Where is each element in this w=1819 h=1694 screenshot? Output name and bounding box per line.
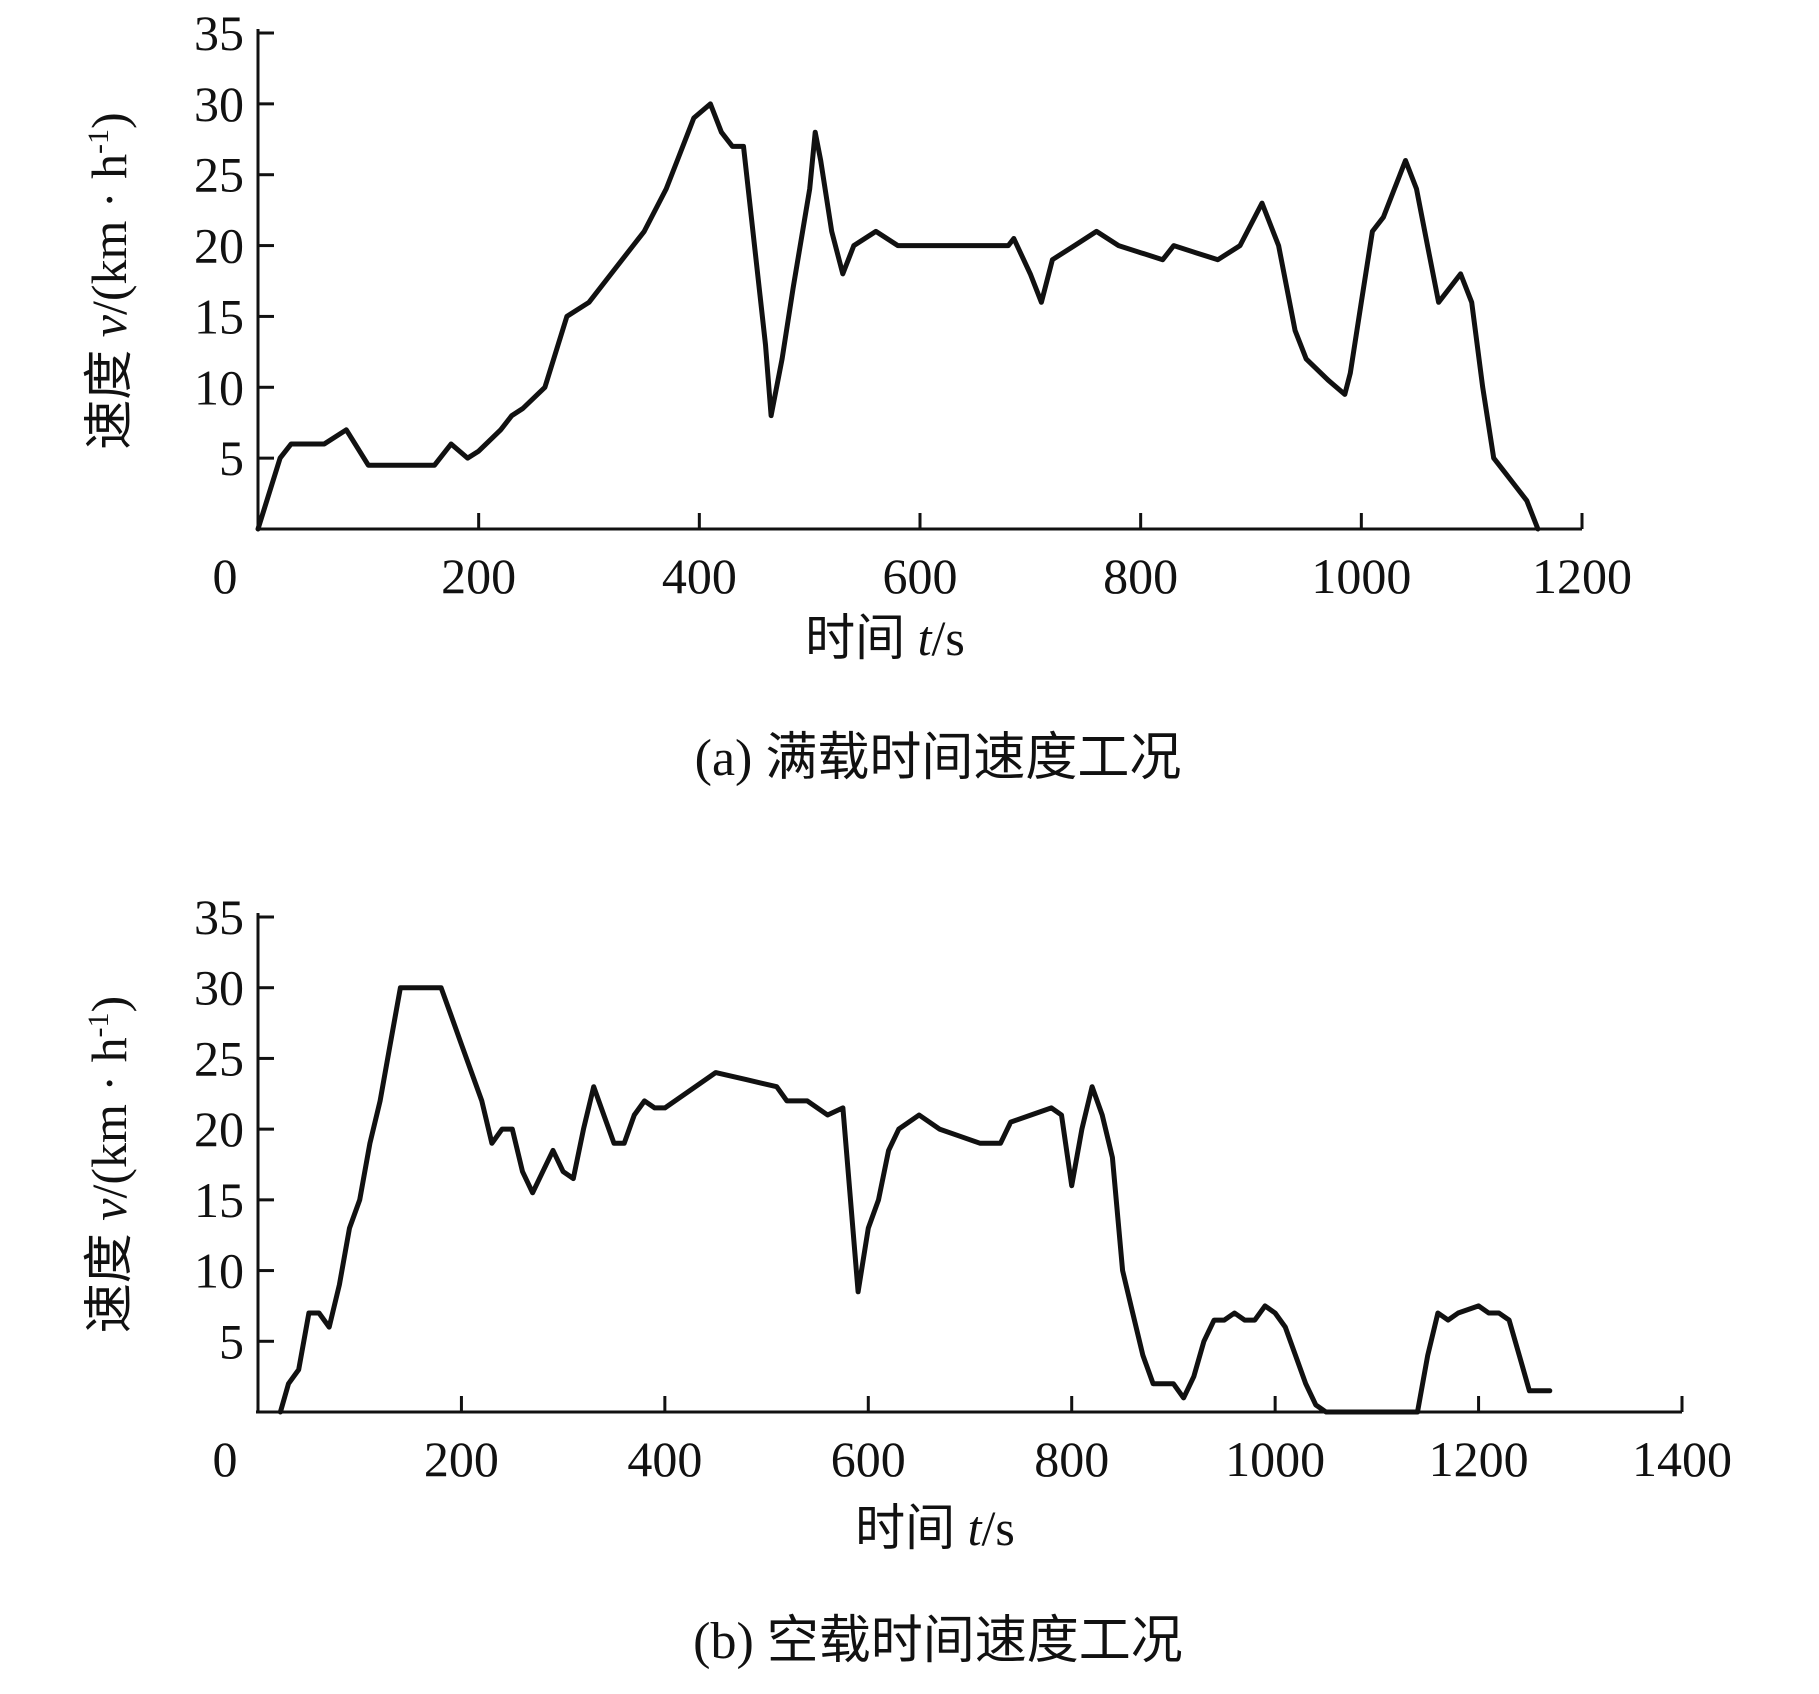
y-tick-label: 10	[194, 359, 244, 415]
series-line	[277, 985, 1553, 1415]
y-tick-label: 5	[219, 1313, 244, 1369]
x-tick-label: 200	[424, 1431, 499, 1487]
y-tick-label: 10	[194, 1243, 244, 1299]
chart-panel-a: 5 10 15 20 25 30 35 200 400 600 800 1000 1200 0 时间 t/s…	[81, 5, 1632, 787]
chart-caption: (b) 空载时间速度工况	[693, 1613, 1183, 1670]
x-tick-label: 800	[1034, 1431, 1109, 1487]
x-tick-label: 1200	[1429, 1431, 1529, 1487]
x-tick-label: 200	[441, 548, 516, 604]
y-tick-label: 30	[194, 960, 244, 1016]
x-tick-label: 400	[662, 548, 737, 604]
chart-caption: (a) 满载时间速度工况	[695, 730, 1182, 787]
y-axis-title: 速度 v/(km · h-1)	[81, 996, 137, 1333]
x-tick-label: 600	[831, 1431, 906, 1487]
chart-panel-b: 5 10 15 20 25 30 35 200 400 600 800 1000 1200 1400 0 时间…	[81, 889, 1732, 1670]
y-tick-label: 25	[194, 1030, 244, 1086]
y-tick-label: 35	[194, 889, 244, 945]
x-tick-label: 600	[883, 548, 958, 604]
x-tick-label: 1200	[1532, 548, 1632, 604]
x-tick-label: 800	[1103, 548, 1178, 604]
y-tick-label: 20	[194, 218, 244, 274]
y-tick-label: 30	[194, 76, 244, 132]
y-tick-label: 5	[219, 430, 244, 486]
y-tick-label: 35	[194, 5, 244, 61]
series-line	[255, 101, 1541, 532]
x-tick-label: 1400	[1632, 1431, 1732, 1487]
x-tick-label: 1000	[1311, 548, 1411, 604]
y-axis-title: 速度 v/(km · h-1)	[81, 112, 137, 449]
y-tick-label: 20	[194, 1101, 244, 1157]
y-tick-label: 15	[194, 1172, 244, 1228]
x-axis-title: 时间 t/s	[805, 610, 965, 666]
x-tick-label: 1000	[1225, 1431, 1325, 1487]
y-tick-label: 15	[194, 288, 244, 344]
x-tick-label-origin: 0	[213, 548, 238, 604]
x-axis-title: 时间 t/s	[855, 1500, 1015, 1556]
x-tick-label-origin: 0	[213, 1431, 238, 1487]
y-tick-label: 25	[194, 147, 244, 203]
x-tick-label: 400	[627, 1431, 702, 1487]
